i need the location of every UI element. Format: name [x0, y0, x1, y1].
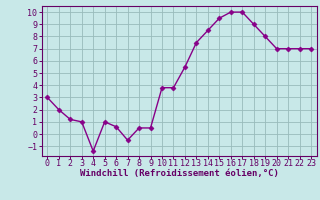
X-axis label: Windchill (Refroidissement éolien,°C): Windchill (Refroidissement éolien,°C) [80, 169, 279, 178]
